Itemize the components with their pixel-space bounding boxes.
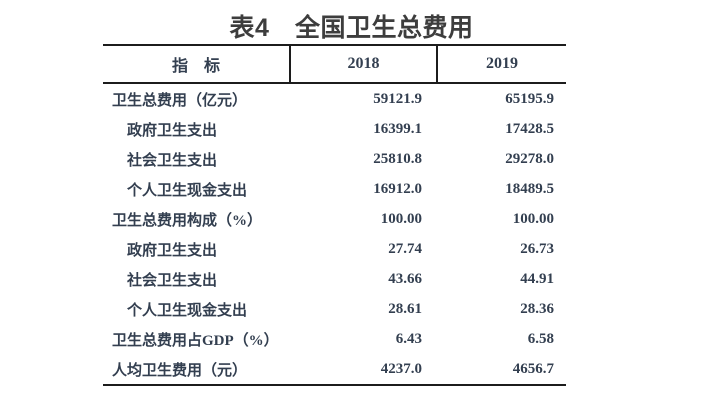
value-2018: 16399.1 [373, 120, 422, 137]
row-label: 个人卫生现金支出 [127, 182, 248, 199]
row-label: 社会卫生支出 [127, 272, 218, 289]
value-2019: 4656.7 [437, 354, 566, 386]
row-label: 政府卫生支出 [127, 242, 218, 259]
row-label: 卫生总费用构成（%） [112, 212, 263, 229]
value-2018: 16912.0 [373, 180, 422, 197]
column-header-2019: 2019 [436, 44, 566, 84]
table-row: 个人卫生现金支出 28.61 28.36 [103, 294, 566, 324]
table-row: 卫生总费用构成（%） 100.00 100.00 [103, 204, 566, 234]
table-row: 人均卫生费用（元） 4237.0 4656.7 [103, 354, 566, 386]
table-row: 个人卫生现金支出 16912.0 18489.5 [103, 174, 566, 204]
row-label: 人均卫生费用（元） [103, 354, 290, 386]
table-title: 表4 全国卫生总费用 [229, 14, 474, 42]
value-2018: 28.61 [388, 300, 422, 317]
value-2019: 29278.0 [505, 150, 554, 167]
table-row: 政府卫生支出 27.74 26.73 [103, 234, 566, 264]
row-label: 卫生总费用占GDP（%） [112, 332, 279, 349]
value-2019: 6.58 [527, 330, 554, 347]
row-label: 社会卫生支出 [127, 152, 218, 169]
column-header-2018: 2018 [289, 44, 437, 84]
value-2018: 6.43 [395, 330, 422, 347]
header-row: 指 标 2018 2019 [103, 44, 566, 84]
column-header-indicator: 指 标 [103, 44, 290, 84]
value-2018: 59121.9 [373, 90, 422, 107]
table-row: 社会卫生支出 43.66 44.91 [103, 264, 566, 294]
value-2018: 43.66 [388, 270, 422, 287]
value-2019: 100.00 [512, 210, 554, 227]
value-2019: 44.91 [520, 270, 554, 287]
value-2018: 4237.0 [290, 354, 437, 386]
value-2019: 26.73 [520, 240, 554, 257]
table-row: 社会卫生支出 25810.8 29278.0 [103, 144, 566, 174]
row-label: 政府卫生支出 [127, 122, 218, 139]
value-2019: 18489.5 [505, 180, 554, 197]
table-row: 卫生总费用（亿元） 59121.9 65195.9 [103, 83, 566, 114]
row-label: 个人卫生现金支出 [127, 302, 248, 319]
value-2018: 25810.8 [373, 150, 422, 167]
row-label: 卫生总费用（亿元） [112, 92, 248, 109]
value-2018: 100.00 [380, 210, 422, 227]
table-row: 卫生总费用占GDP（%） 6.43 6.58 [103, 324, 566, 354]
value-2019: 65195.9 [505, 90, 554, 107]
value-2019: 17428.5 [505, 120, 554, 137]
table-row: 政府卫生支出 16399.1 17428.5 [103, 114, 566, 144]
value-2019: 28.36 [520, 300, 554, 317]
national-health-expenditure-table: 指 标 2018 2019 卫生总费用（亿元） 59121.9 65195.9 … [103, 44, 566, 386]
value-2018: 27.74 [388, 240, 422, 257]
